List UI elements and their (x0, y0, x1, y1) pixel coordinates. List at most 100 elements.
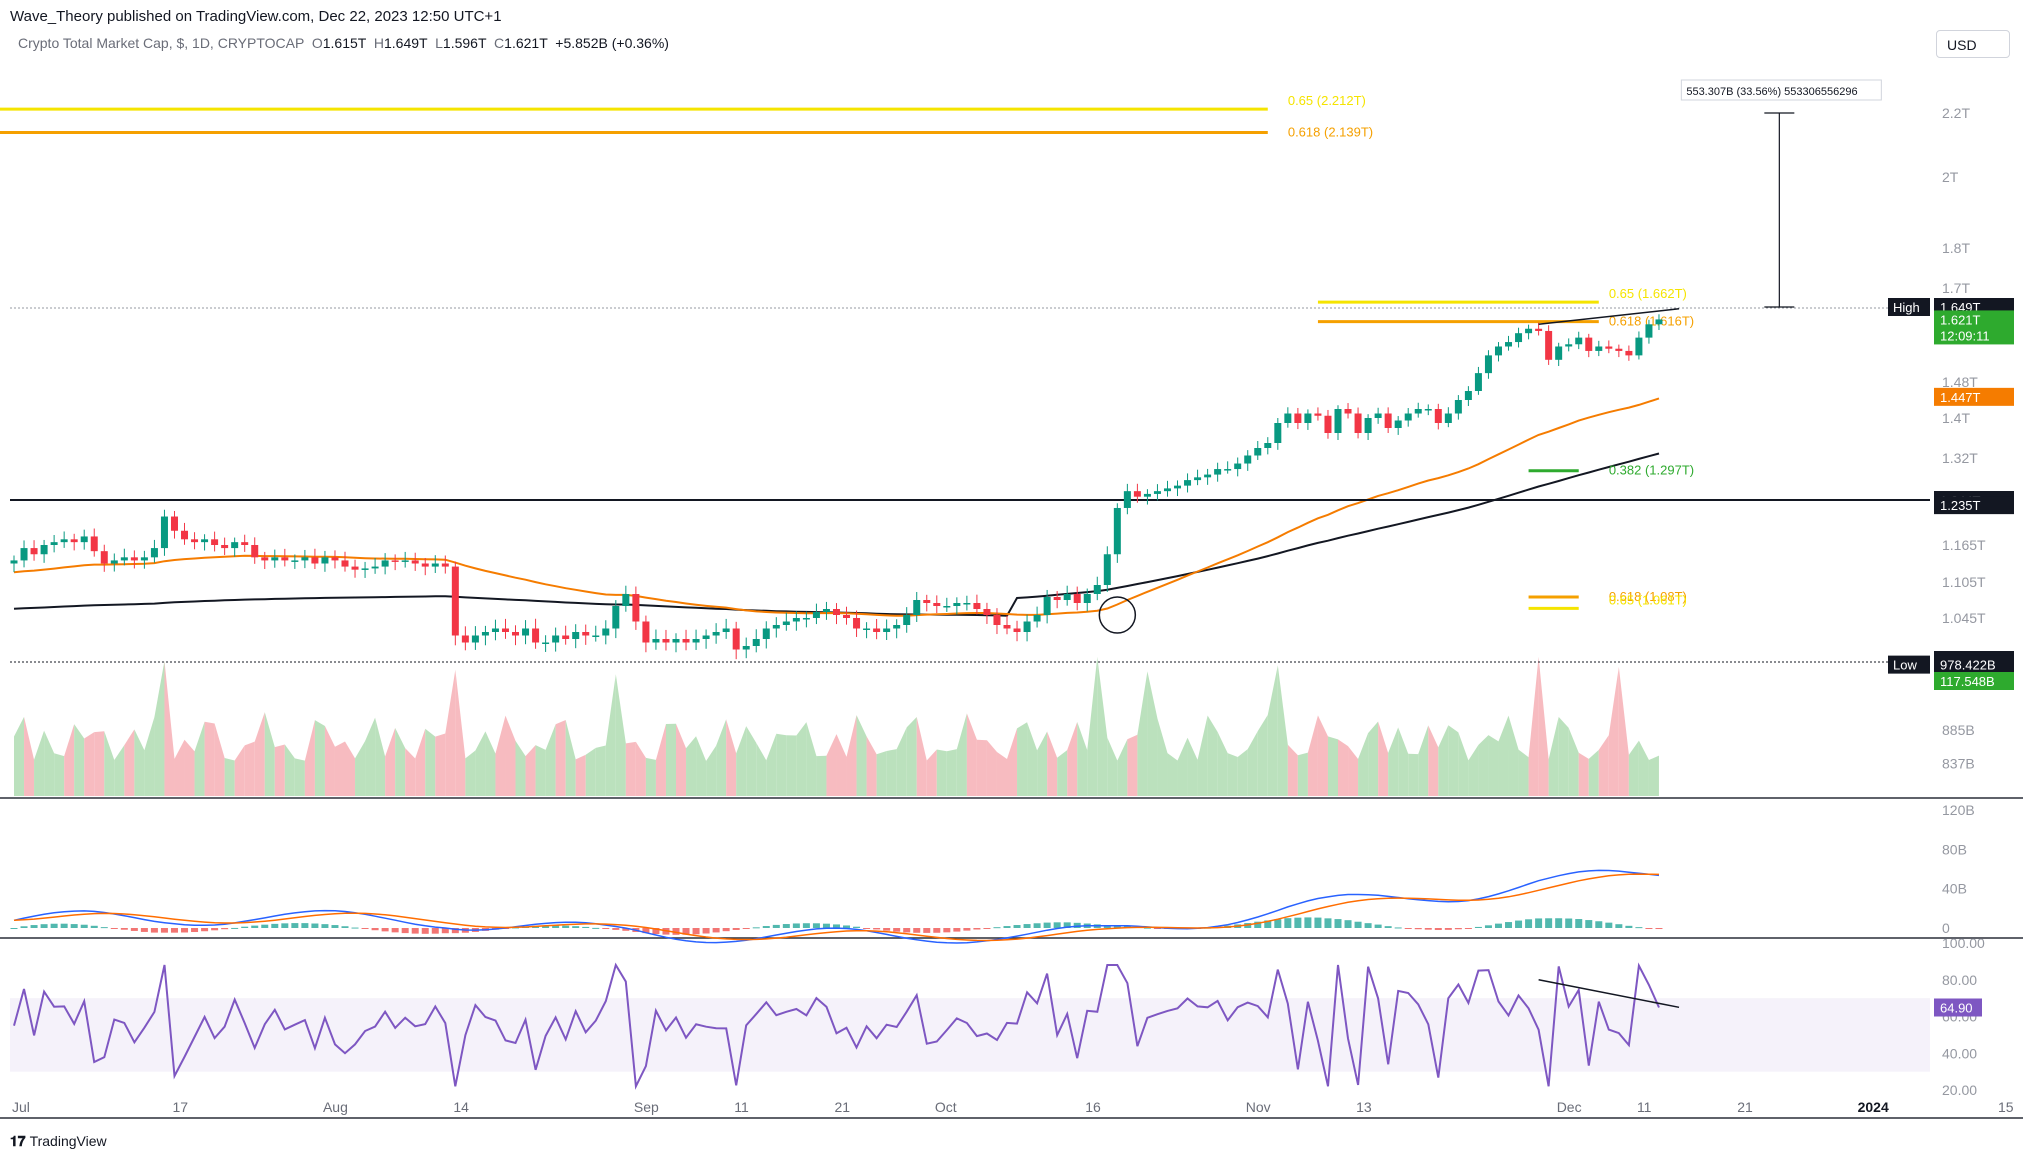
candle-body (1595, 346, 1603, 351)
volume-area (625, 741, 636, 796)
volume-area (1007, 728, 1018, 796)
candle-body (231, 542, 239, 549)
volume-area (164, 660, 175, 796)
macd-histogram-bar (582, 926, 590, 928)
price-label-value: 117.548B (1940, 674, 1995, 689)
fib-level-label: 0.618 (1.08T) (1609, 589, 1687, 604)
candle-body (812, 612, 820, 618)
macd-histogram-bar (1565, 918, 1573, 928)
candle-body (1484, 355, 1492, 374)
macd-histogram-bar (762, 926, 770, 928)
candle-body (1264, 443, 1272, 448)
candle-body (652, 639, 660, 643)
candle-body (943, 606, 951, 608)
y-tick-label: 1.32T (1942, 450, 1978, 466)
x-tick-label: 11 (734, 1099, 749, 1115)
candle-body (361, 568, 369, 570)
candle-body (60, 539, 68, 543)
candle-body (150, 548, 158, 558)
candle-body (80, 536, 88, 543)
volume-area (294, 758, 305, 796)
macd-histogram-bar (411, 928, 419, 934)
volume-area (1187, 737, 1198, 796)
candle-body (1033, 615, 1041, 622)
high-value: 1.649T (384, 35, 428, 51)
macd-histogram-bar (1284, 918, 1292, 928)
macd-histogram-bar (552, 925, 560, 928)
macd-histogram-bar (1605, 922, 1613, 928)
macd-histogram-bar (1505, 922, 1513, 928)
candle-body (170, 516, 178, 531)
candle-body (792, 618, 800, 622)
macd-histogram-bar (221, 928, 229, 930)
volume-area (34, 730, 45, 796)
macd-tick-label: 120B (1942, 802, 1975, 818)
candle-body (752, 639, 760, 646)
volume-area (1087, 657, 1098, 796)
macd-tick-label: 80B (1942, 841, 1967, 857)
macd-histogram-bar (1043, 922, 1051, 928)
macd-histogram-bar (1314, 917, 1322, 928)
volume-area (1338, 739, 1349, 796)
macd-histogram-bar (110, 928, 118, 929)
volume-area (314, 720, 325, 796)
volume-area (1588, 749, 1599, 796)
macd-histogram-bar (973, 928, 981, 930)
candle-body (1424, 409, 1432, 411)
candle-body (993, 615, 1001, 625)
currency-selector[interactable]: USD (1936, 30, 2010, 58)
macd-histogram-bar (100, 927, 108, 929)
macd-histogram-bar (752, 927, 760, 929)
macd-histogram-bar (1454, 928, 1462, 930)
macd-histogram-bar (80, 924, 88, 928)
volume-area (94, 731, 105, 796)
candle-body (1525, 328, 1533, 334)
candle-body (1565, 344, 1573, 347)
volume-area (916, 717, 927, 796)
macd-histogram-bar (150, 928, 158, 933)
volume-area (1197, 715, 1208, 796)
volume-area (595, 745, 606, 796)
candle-body (572, 632, 580, 639)
macd-histogram-bar (401, 928, 409, 934)
candle-body (1224, 469, 1232, 471)
price-label-value: 978.422B (1940, 658, 1996, 673)
volume-area (635, 741, 646, 796)
candle-body (1133, 491, 1141, 497)
x-tick-label: 14 (453, 1099, 469, 1115)
candle-body (401, 560, 409, 562)
volume-area (1388, 727, 1399, 796)
macd-histogram-bar (1274, 919, 1282, 928)
macd-tick-label: 40B (1942, 881, 1967, 897)
volume-area (1327, 736, 1338, 796)
rsi-tick-label: 100.00 (1942, 935, 1985, 951)
macd-histogram-bar (301, 923, 309, 928)
candle-body (742, 646, 750, 650)
macd-histogram-bar (692, 928, 700, 935)
candle-body (391, 560, 399, 562)
change-value: +5.852B (+0.36%) (555, 35, 669, 51)
price-label-countdown: 12:09:11 (1940, 328, 1990, 343)
macd-histogram-bar (742, 928, 750, 929)
macd-histogram-bar (923, 928, 931, 933)
candle-body (30, 548, 38, 555)
volume-area (1117, 739, 1128, 796)
candle-body (1404, 413, 1412, 421)
y-tick-label: 885B (1942, 722, 1975, 738)
y-tick-label: 2T (1942, 169, 1959, 185)
volume-area (1057, 750, 1068, 796)
candle-body (381, 560, 389, 567)
macd-histogram-bar (271, 923, 279, 928)
volume-area (956, 713, 967, 796)
x-tick-label: 2024 (1858, 1099, 1889, 1115)
candle-body (873, 628, 881, 632)
candle-body (1304, 413, 1312, 423)
volume-area (1247, 731, 1258, 796)
macd-histogram-bar (1414, 928, 1422, 930)
macd-histogram-bar (1615, 924, 1623, 928)
candle-body (351, 566, 359, 570)
volume-area (1478, 735, 1489, 796)
volume-area (1418, 725, 1429, 796)
candle-body (983, 609, 991, 615)
